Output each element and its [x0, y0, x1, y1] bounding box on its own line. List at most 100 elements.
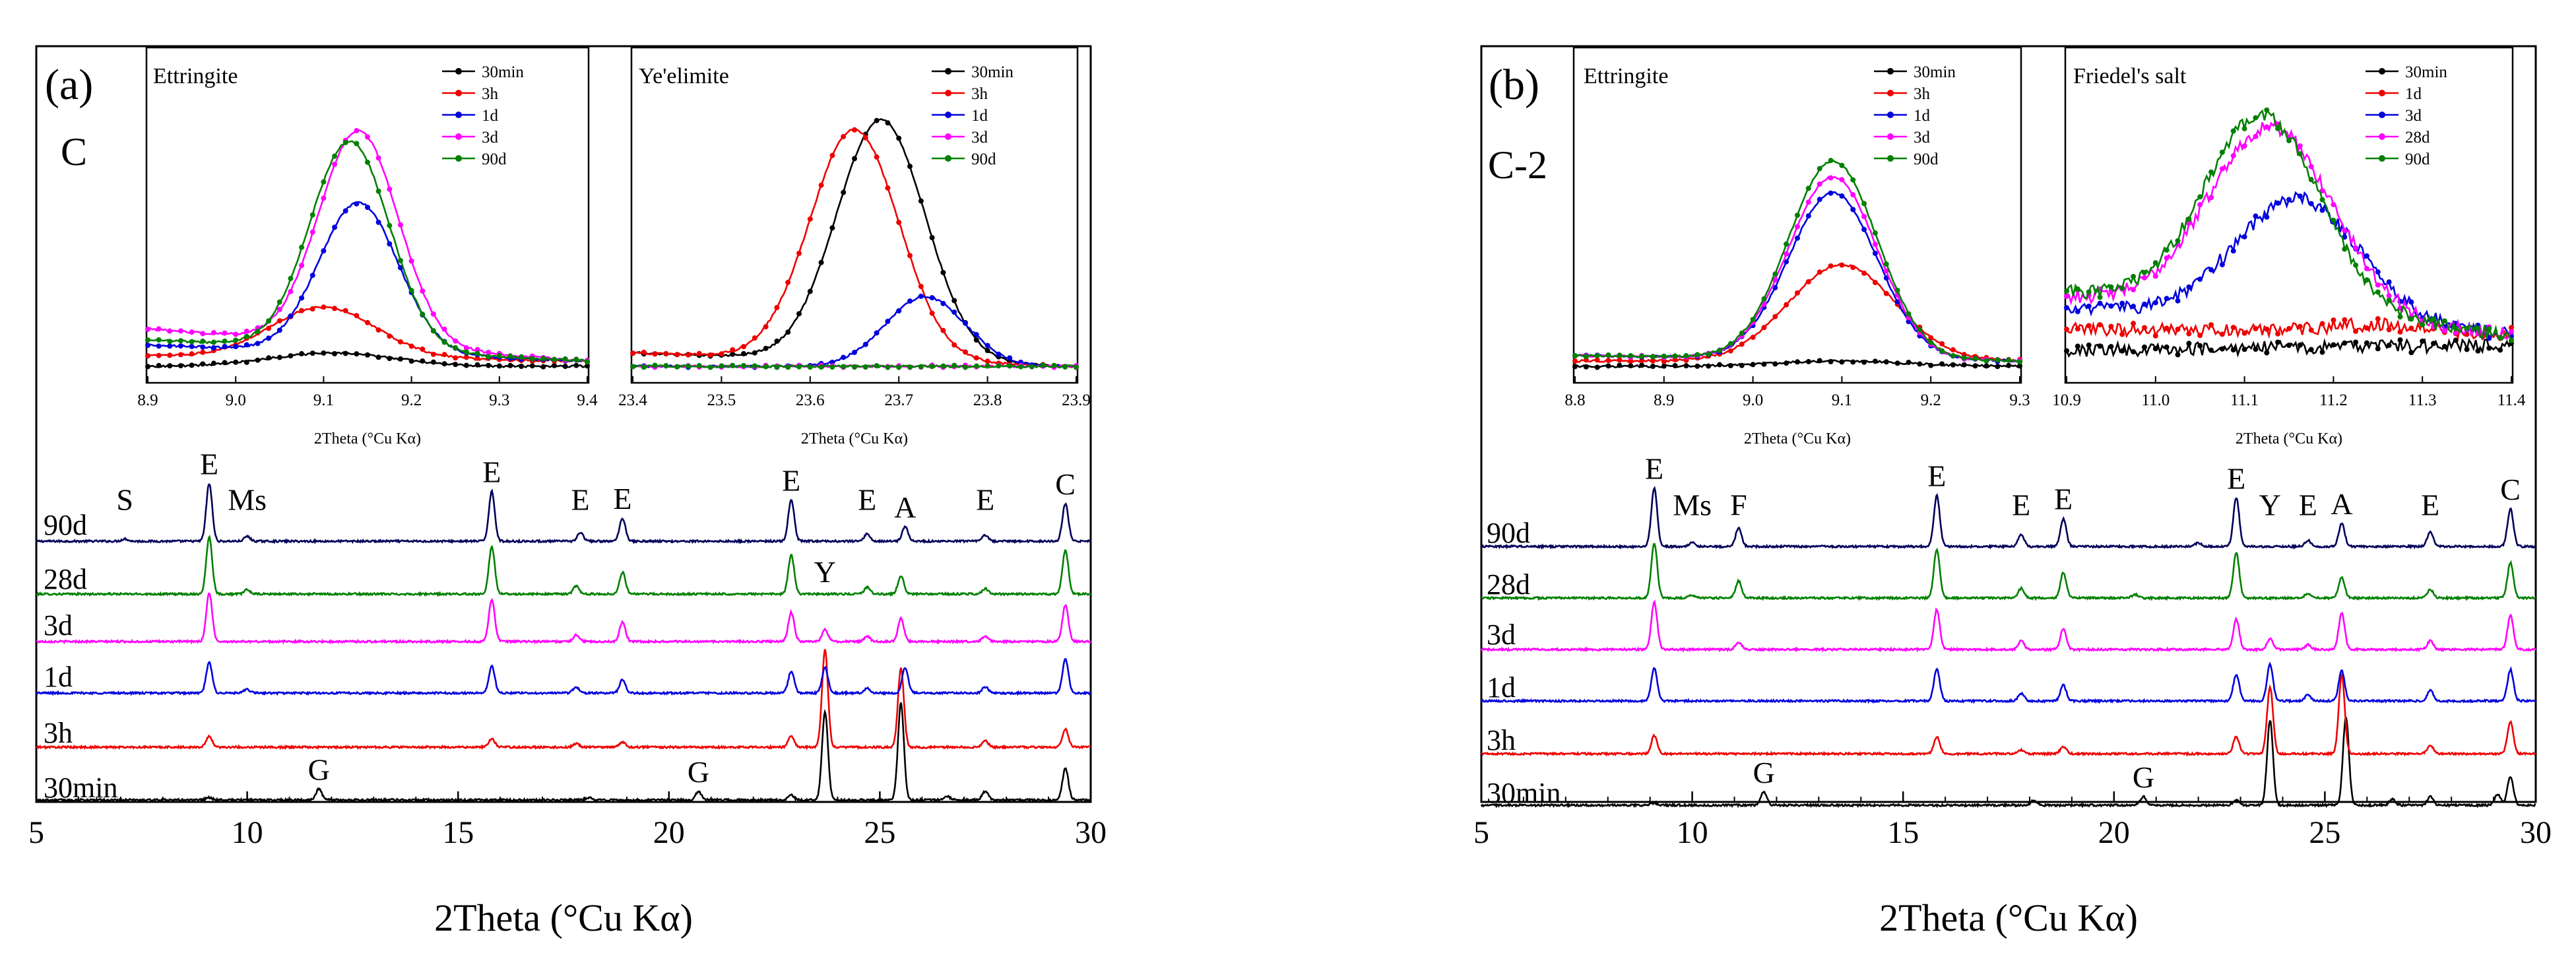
inset-marker	[177, 338, 183, 344]
series-label: 28d	[1487, 568, 1530, 601]
inset-marker	[2319, 197, 2325, 203]
inset-marker	[2219, 331, 2225, 337]
inset-marker	[1772, 361, 1778, 367]
inset-marker	[145, 326, 150, 332]
inset-marker	[885, 185, 891, 191]
inset-marker	[2208, 267, 2214, 273]
inset-marker	[562, 364, 568, 370]
panel-b-sample-label: C-2	[1488, 143, 1547, 187]
inset-marker	[1972, 356, 1978, 362]
inset-marker	[2308, 201, 2314, 207]
inset-marker	[1795, 290, 1800, 296]
inset-marker	[1906, 311, 1912, 317]
inset-marker	[796, 364, 802, 370]
inset-marker	[2164, 247, 2170, 253]
inset-frame	[630, 46, 1079, 384]
inset-marker	[408, 288, 414, 294]
inset-marker	[156, 337, 162, 343]
inset-marker	[1839, 162, 1845, 168]
inset-marker	[2275, 125, 2281, 131]
inset-marker	[288, 288, 294, 294]
inset-marker	[2264, 214, 2270, 220]
peak-label: E	[2227, 461, 2245, 495]
inset-marker	[189, 329, 195, 335]
inset-marker	[189, 343, 195, 349]
inset-marker	[1861, 214, 1867, 220]
inset-marker	[2152, 260, 2158, 266]
inset-marker	[420, 358, 426, 364]
inset-marker	[2253, 347, 2259, 352]
inset-marker	[200, 361, 206, 367]
inset-marker	[2208, 347, 2214, 353]
legend-label: 90d	[482, 150, 507, 168]
inset-marker	[2152, 333, 2158, 339]
legend-marker	[455, 155, 462, 162]
inset-marker	[1739, 341, 1745, 347]
inset-marker	[255, 329, 261, 335]
inset-marker	[2108, 284, 2114, 290]
inset-marker	[696, 362, 702, 368]
series-label: 30min	[1487, 777, 1561, 809]
inset-marker	[420, 346, 426, 352]
inset-marker	[420, 288, 426, 294]
series-line-28d	[1481, 543, 2536, 601]
peak-label: E	[2299, 488, 2317, 521]
inset-x-tick-label: 8.8	[1564, 391, 1585, 409]
inset-marker	[1850, 177, 1856, 183]
inset-marker	[1805, 185, 1811, 191]
inset-marker	[696, 350, 702, 356]
inset-marker	[1739, 330, 1745, 336]
inset-marker	[1617, 352, 1623, 358]
inset-marker	[222, 338, 228, 344]
inset-marker	[2308, 327, 2314, 333]
legend-marker	[1887, 68, 1894, 75]
inset-marker	[200, 349, 206, 355]
inset-marker	[1995, 357, 2001, 363]
x-tick-label: 5	[28, 815, 44, 850]
inset-marker	[167, 363, 173, 369]
inset-marker	[841, 354, 847, 360]
inset-marker	[2420, 321, 2426, 327]
inset-marker	[365, 352, 370, 358]
inset-marker	[463, 362, 469, 368]
inset-marker	[375, 155, 381, 161]
inset-marker	[2186, 341, 2192, 347]
x-tick-label: 25	[864, 815, 895, 850]
inset-x-tick-label: 9.0	[1743, 391, 1763, 409]
peak-label: E	[200, 447, 218, 481]
series-line-3h	[36, 649, 1091, 750]
inset-x-tick-label: 9.1	[1832, 391, 1852, 409]
inset-marker	[233, 344, 239, 350]
inset-marker	[332, 153, 338, 159]
inset-marker	[630, 364, 635, 370]
inset-marker	[1861, 226, 1867, 232]
inset-marker	[408, 258, 414, 264]
inset-marker	[552, 356, 558, 362]
inset-marker	[996, 351, 1002, 357]
inset-marker	[299, 350, 305, 356]
inset-marker	[145, 353, 150, 359]
inset-marker	[276, 354, 282, 360]
legend-marker	[1887, 133, 1894, 140]
inset-marker	[918, 364, 924, 370]
inset-marker	[630, 350, 635, 356]
inset-marker	[818, 259, 824, 265]
inset-marker	[288, 275, 294, 281]
inset-marker	[189, 362, 195, 368]
inset-marker	[276, 327, 282, 333]
inset-marker	[663, 350, 669, 356]
series-label: 30min	[44, 772, 117, 804]
inset-marker	[156, 326, 162, 332]
inset-marker	[2164, 296, 2170, 302]
inset-marker	[233, 331, 239, 337]
inset-marker	[2097, 294, 2103, 300]
inset-marker	[1661, 353, 1667, 359]
inset-marker	[1950, 362, 1956, 368]
inset-marker	[984, 348, 990, 354]
inset-marker	[1850, 207, 1856, 213]
inset-marker	[1772, 284, 1778, 290]
inset-marker	[1650, 358, 1656, 364]
inset-marker	[752, 350, 757, 356]
inset-marker	[2497, 347, 2503, 353]
inset-marker	[1784, 251, 1789, 257]
